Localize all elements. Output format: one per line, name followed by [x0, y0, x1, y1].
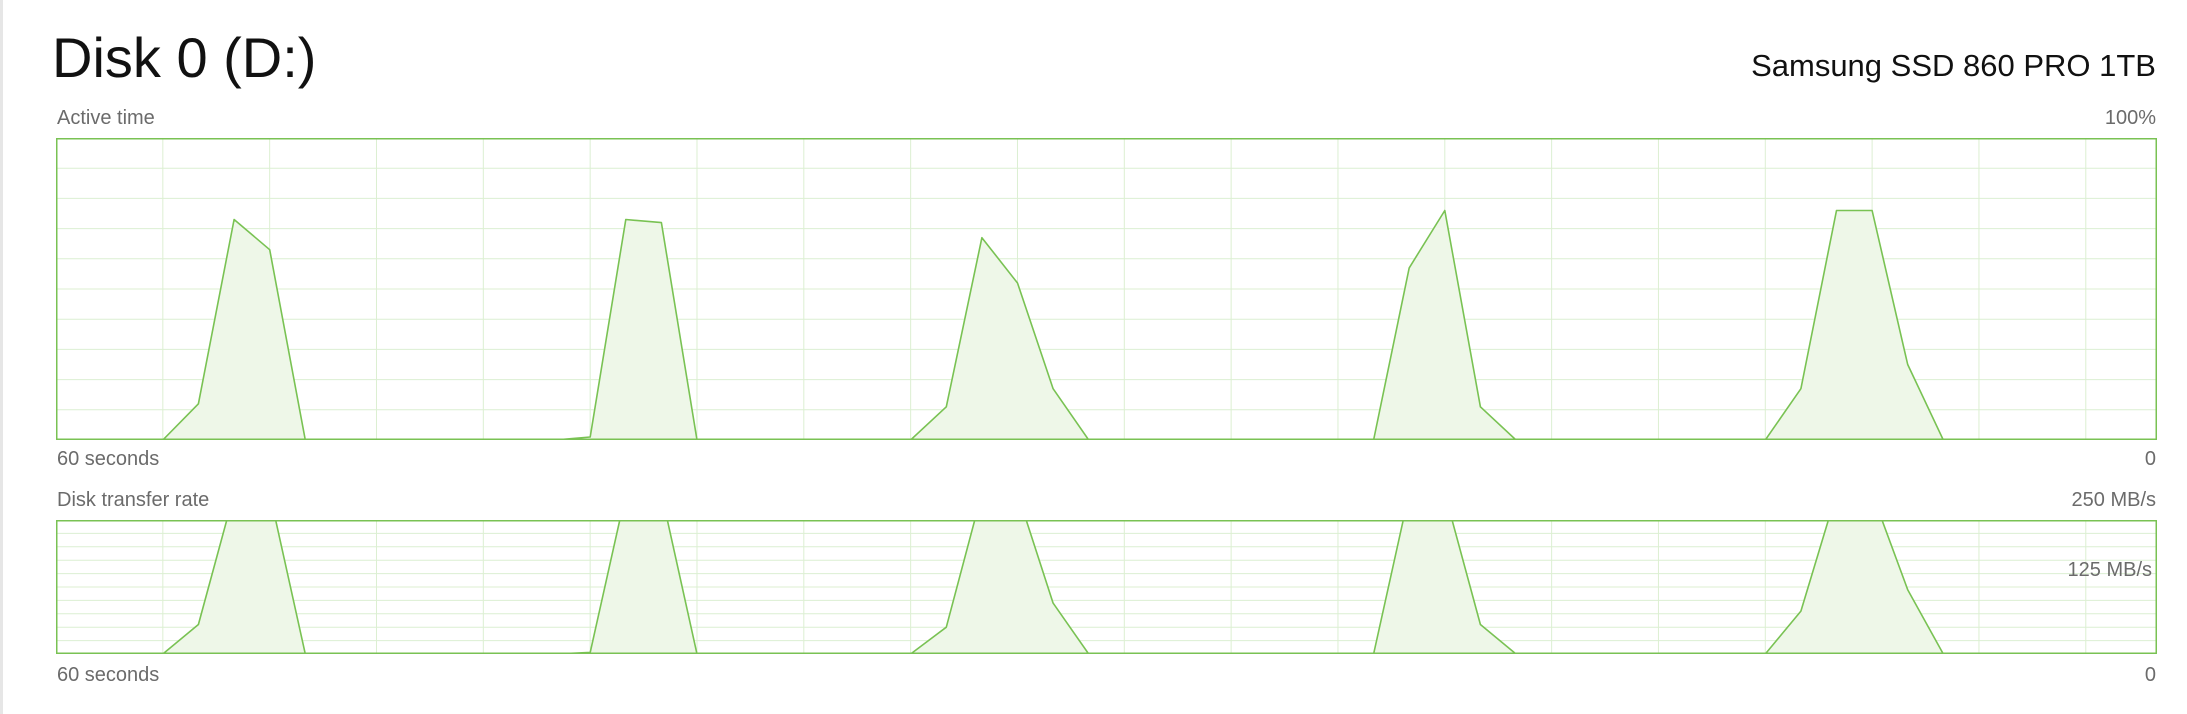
- active-time-chart-title: Active time: [57, 107, 155, 129]
- active-time-x-end-label: 0: [2144, 448, 2156, 470]
- chart-border: [56, 138, 2157, 440]
- window-left-edge: [0, 0, 3, 714]
- transfer-rate-mid-label: 125 MB/s: [2067, 559, 2152, 581]
- transfer-rate-chart: [56, 520, 2157, 654]
- series-line: [56, 209, 2157, 440]
- transfer-rate-max-label: 250 MB/s: [2071, 489, 2156, 511]
- active-time-chart: [56, 138, 2157, 440]
- chart-border: [56, 520, 2157, 654]
- active-time-max-label: 100%: [2104, 107, 2156, 129]
- series-line: [56, 520, 2157, 654]
- series-area: [56, 520, 2157, 654]
- transfer-rate-x-end-label: 0: [2144, 664, 2156, 686]
- active-time-x-start-label: 60 seconds: [57, 448, 160, 470]
- page-title: Disk 0 (D:): [52, 26, 317, 89]
- series-area: [56, 210, 2157, 440]
- transfer-rate-chart-title: Disk transfer rate: [57, 489, 210, 511]
- device-model-name: Samsung SSD 860 PRO 1TB: [1751, 48, 2156, 83]
- transfer-rate-x-start-label: 60 seconds: [57, 664, 160, 686]
